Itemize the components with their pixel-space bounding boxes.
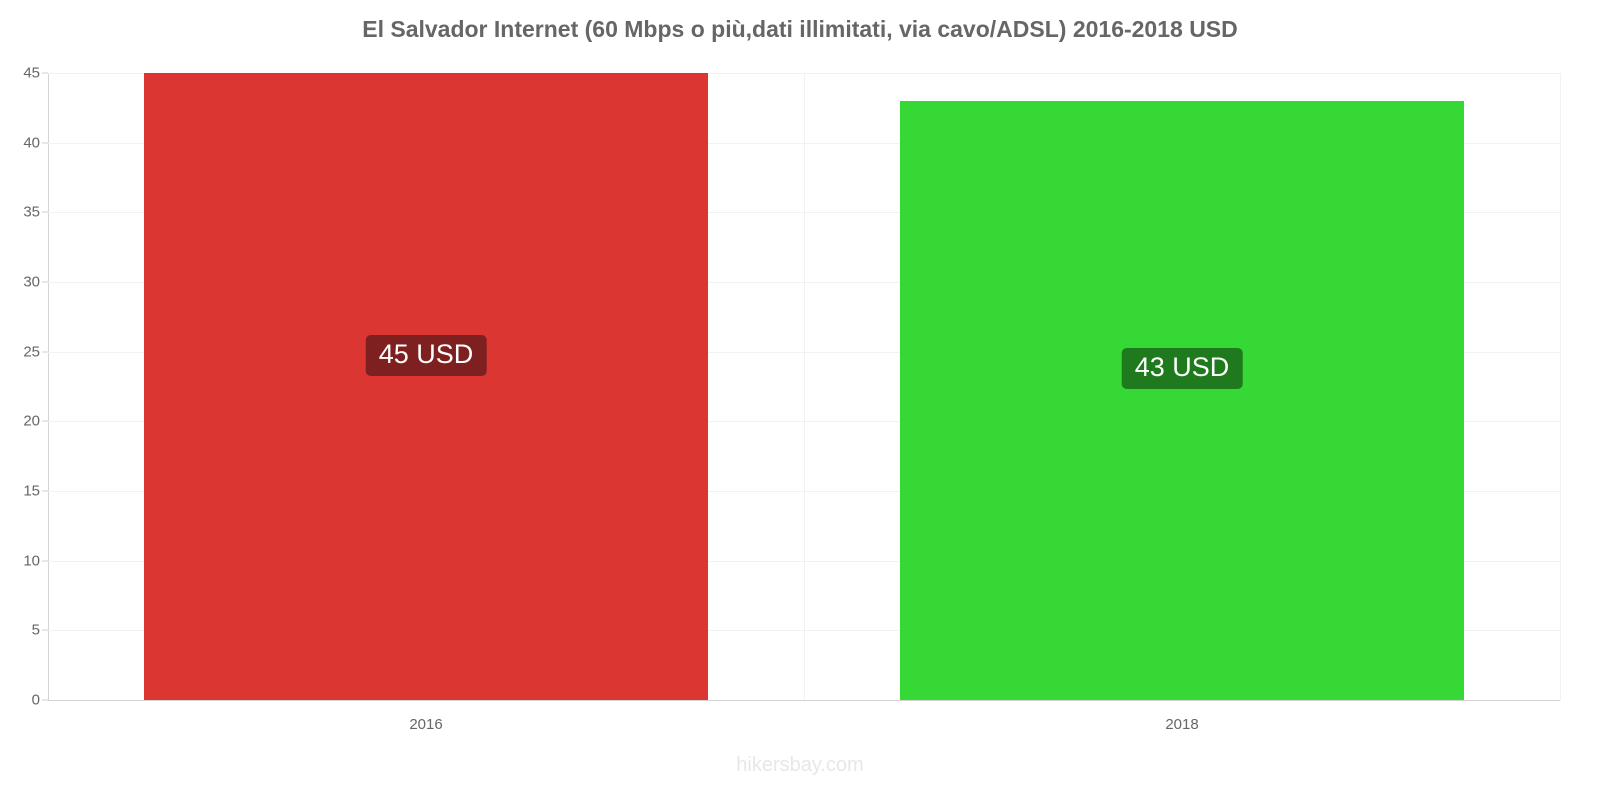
y-axis-tick-label: 0 <box>31 691 40 709</box>
chart-title: El Salvador Internet (60 Mbps o più,dati… <box>362 16 1238 42</box>
x-axis-tick-label-2016: 2016 <box>409 716 443 733</box>
y-axis-tick-label: 20 <box>23 412 40 430</box>
y-axis-tick-mark <box>42 72 48 74</box>
y-axis-tick-mark <box>42 490 48 492</box>
gridline <box>48 700 1560 701</box>
bar-value-label-2018: 43 USD <box>1121 348 1243 390</box>
y-axis-tick-label: 30 <box>23 273 40 291</box>
category-divider <box>1560 73 1561 700</box>
y-axis-tick-mark <box>42 142 48 144</box>
y-axis-tick-mark <box>42 281 48 283</box>
bar-value-label-2016: 45 USD <box>365 334 487 376</box>
y-axis-tick-label: 40 <box>23 134 40 152</box>
category-divider <box>804 73 805 700</box>
y-axis-tick-mark <box>42 629 48 631</box>
x-axis-tick-label-2018: 2018 <box>1165 716 1199 733</box>
y-axis-tick-label: 10 <box>23 552 40 570</box>
y-axis-tick-label: 15 <box>23 482 40 500</box>
y-axis-tick-mark <box>42 560 48 562</box>
bar-2016[interactable] <box>144 73 708 700</box>
watermark-hikersbay: hikersbay.com <box>736 754 864 776</box>
y-axis-line <box>48 73 49 701</box>
bar-2018[interactable] <box>900 100 1464 700</box>
y-axis-tick-mark <box>42 211 48 213</box>
y-axis-tick-label: 35 <box>23 203 40 221</box>
y-axis-tick-mark <box>42 420 48 422</box>
y-axis-tick-mark <box>42 351 48 353</box>
y-axis-tick-label: 45 <box>23 64 40 82</box>
y-axis-tick-label: 5 <box>31 621 40 639</box>
y-axis-tick-mark <box>42 699 48 701</box>
y-axis-tick-label: 25 <box>23 343 40 361</box>
plot-area <box>48 73 1561 701</box>
